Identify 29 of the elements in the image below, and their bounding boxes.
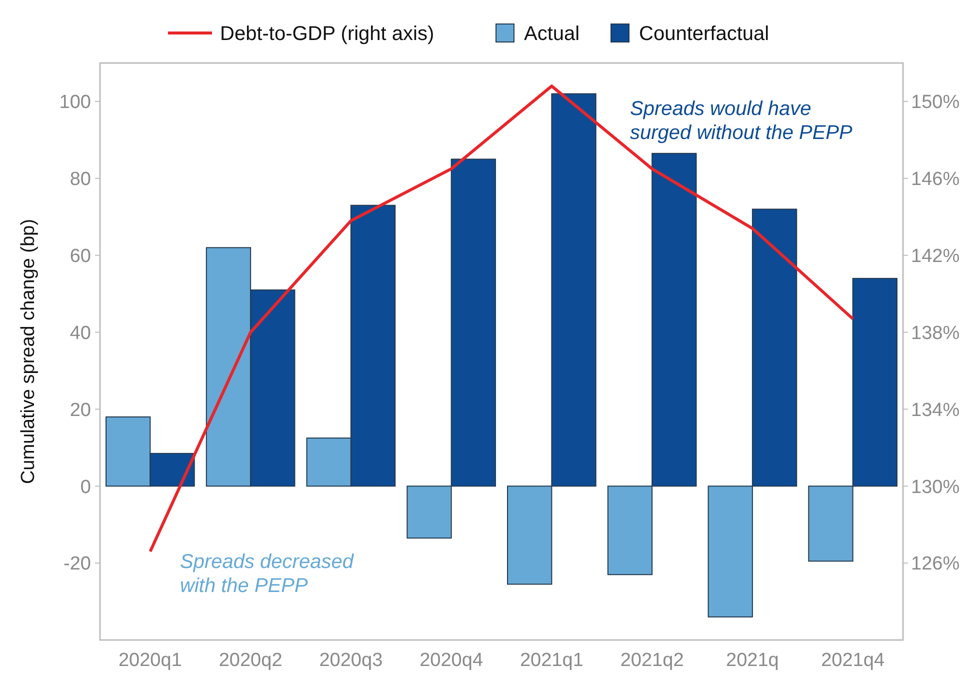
x-tick-label: 2021q2: [620, 650, 684, 671]
x-tick-label: 2020q3: [319, 650, 383, 671]
x-tick-label: 2020q4: [420, 650, 484, 671]
x-tick-label: 2021q1: [520, 650, 584, 671]
x-tick-label: 2021q4: [821, 650, 885, 671]
annotation: Spreads decreased with the PEPP: [180, 551, 354, 597]
legend-label: Counterfactual: [639, 23, 770, 45]
y2-tick-label: 142%: [911, 246, 960, 267]
y-tick-label: 60: [70, 246, 91, 267]
legend-label: Debt-to-GDP (right axis): [220, 23, 434, 45]
y-tick-label: 0: [80, 476, 91, 498]
x-tick-label: 2020q1: [118, 650, 182, 671]
y2-tick-label: 126%: [911, 554, 960, 575]
y-tick-label: 20: [70, 400, 91, 421]
line-series: [148, 84, 854, 554]
y-tick-label: 80: [70, 169, 91, 190]
y2-tick-label: 138%: [911, 322, 960, 344]
y2-tick-label: 130%: [911, 476, 960, 498]
y2-tick-label: 150%: [911, 92, 960, 114]
legend-label: Actual: [524, 23, 580, 45]
y-tick-label: -20: [64, 554, 91, 575]
y2-tick-label: 146%: [911, 169, 960, 190]
x-tick-label: 2020q2: [218, 650, 282, 671]
y2-tick-label: 134%: [911, 400, 960, 421]
y-axis-title: Cumulative spread change (bp): [18, 218, 39, 484]
x-tick-label: 2021q: [726, 650, 779, 671]
y-tick-label: 100: [59, 92, 91, 114]
y-tick-label: 40: [70, 322, 91, 344]
annotation: Spreads would have surged without the PEPP: [630, 98, 854, 144]
